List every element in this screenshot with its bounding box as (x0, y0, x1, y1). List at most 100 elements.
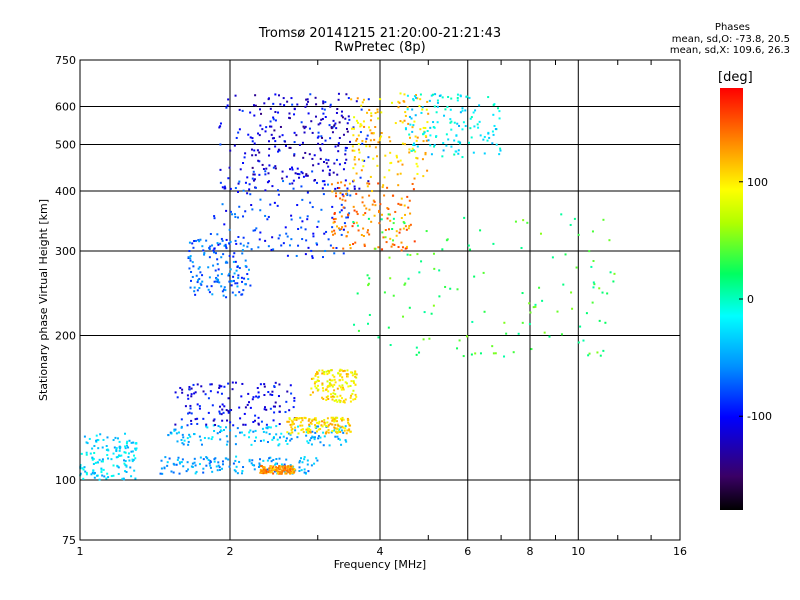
data-point (223, 286, 226, 289)
data-point (133, 469, 136, 472)
data-point (284, 465, 287, 468)
data-point (371, 203, 374, 206)
data-point (100, 467, 103, 470)
data-point (263, 408, 266, 411)
data-point (292, 179, 295, 182)
data-point (339, 374, 342, 377)
data-point (486, 139, 489, 142)
data-point (412, 188, 415, 191)
data-point (127, 452, 130, 455)
data-point (347, 189, 350, 192)
data-point (263, 394, 266, 397)
data-point (579, 325, 582, 328)
data-point (238, 205, 241, 208)
data-point (329, 105, 332, 108)
data-point (198, 240, 201, 243)
data-point (321, 169, 324, 172)
data-point (91, 471, 94, 474)
data-point (261, 427, 264, 430)
data-point (297, 227, 300, 230)
data-point (202, 390, 205, 393)
data-point (335, 420, 338, 423)
data-point (190, 395, 193, 398)
data-point (213, 247, 216, 250)
data-point (246, 176, 249, 179)
data-point (188, 267, 191, 270)
data-point (415, 162, 418, 165)
data-point (347, 418, 350, 421)
data-point (202, 417, 205, 420)
data-point (384, 236, 387, 239)
phase-o-stats: mean, sd,O: -73.8, 20.5 (671, 34, 790, 45)
data-point (266, 181, 269, 184)
data-point (273, 411, 276, 414)
data-point (325, 396, 328, 399)
data-point (191, 242, 194, 245)
data-point (287, 471, 290, 474)
data-point (321, 187, 324, 190)
data-point (418, 105, 421, 108)
data-point (127, 446, 130, 449)
data-point (275, 433, 278, 436)
data-point (369, 175, 372, 178)
data-point (401, 142, 404, 145)
data-point (342, 228, 345, 231)
data-point (253, 142, 256, 145)
data-point (130, 450, 133, 453)
data-point (174, 423, 177, 426)
data-point (178, 461, 181, 464)
data-point (124, 445, 127, 448)
data-point (274, 405, 277, 408)
data-point (309, 439, 312, 442)
data-point (255, 436, 258, 439)
data-point (522, 219, 525, 222)
data-point (306, 463, 309, 466)
data-point (210, 383, 213, 386)
data-point (193, 461, 196, 464)
data-point (447, 138, 450, 141)
data-point (198, 266, 201, 269)
data-point (362, 235, 365, 238)
data-point (521, 321, 524, 324)
data-point (339, 394, 342, 397)
data-point (189, 286, 192, 289)
data-point (381, 231, 384, 234)
data-point (338, 187, 341, 190)
data-point (358, 151, 361, 154)
data-point (88, 437, 91, 440)
data-point (194, 391, 197, 394)
data-point (313, 436, 316, 439)
data-point (398, 231, 401, 234)
data-point (234, 187, 237, 190)
data-point (404, 225, 407, 228)
data-point (264, 189, 267, 192)
data-point (288, 112, 291, 115)
data-point (383, 176, 386, 179)
data-point (278, 234, 281, 237)
data-point (344, 162, 347, 165)
data-point (346, 216, 349, 219)
data-point (343, 184, 346, 187)
data-point (418, 351, 421, 354)
data-point (416, 165, 419, 168)
data-point (356, 97, 359, 100)
data-point (346, 375, 349, 378)
data-point (207, 459, 210, 462)
data-point (98, 458, 101, 461)
data-point (389, 344, 392, 347)
data-point (349, 247, 352, 250)
data-point (395, 154, 398, 157)
data-point (218, 405, 221, 408)
data-point (264, 214, 267, 217)
data-point (399, 92, 402, 95)
data-point (293, 154, 296, 157)
data-point (306, 215, 309, 218)
data-point (285, 232, 288, 235)
data-point (241, 280, 244, 283)
data-point (228, 242, 231, 245)
data-point (339, 368, 342, 371)
data-point (216, 258, 219, 261)
data-point (272, 465, 275, 468)
data-point (492, 352, 495, 355)
data-point (284, 144, 287, 147)
